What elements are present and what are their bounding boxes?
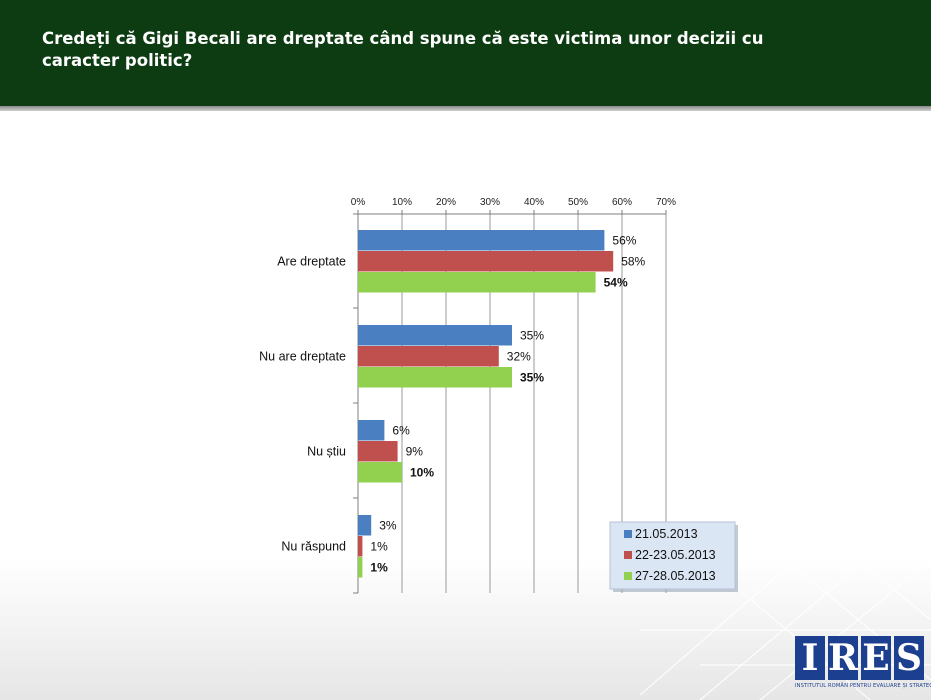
header-bar: Credeți că Gigi Becali are dreptate când…	[0, 0, 931, 106]
data-label: 10%	[410, 465, 434, 479]
logo-letter: S	[894, 636, 924, 680]
legend-swatch	[624, 530, 632, 538]
logo-subtitle: INSTITUTUL ROMÂN PENTRU EVALUARE ȘI STRA…	[795, 683, 931, 689]
legend: 21.05.2013 22-23.05.2013 27-28.05.2013	[609, 521, 738, 592]
page-title: Credeți că Gigi Becali are dreptate când…	[42, 29, 764, 70]
data-label: 1%	[370, 560, 388, 574]
bar	[358, 557, 363, 578]
legend-label: 21.05.2013	[635, 527, 698, 541]
bar	[358, 346, 499, 367]
legend-label: 22-23.05.2013	[635, 548, 716, 562]
bar	[358, 272, 596, 293]
x-tick-label: 10%	[392, 197, 412, 208]
bar	[358, 367, 512, 388]
x-tick-label: 20%	[436, 197, 456, 208]
data-label: 54%	[604, 275, 628, 289]
x-tick-label: 60%	[612, 197, 632, 208]
data-labels: 56% 58% 54% 35% 32% 35% 6% 9% 10% 3% 1% 1%	[370, 233, 645, 574]
bar	[358, 420, 385, 441]
bars	[358, 230, 614, 578]
bar	[358, 251, 614, 272]
data-label: 3%	[379, 518, 397, 532]
bar	[358, 515, 372, 536]
category-label: Nu răspund	[281, 539, 346, 553]
x-tick-label: 40%	[524, 197, 544, 208]
data-label: 35%	[520, 328, 544, 342]
category-label: Are dreptate	[277, 254, 346, 268]
legend-swatch	[624, 551, 632, 559]
data-label: 32%	[507, 349, 531, 363]
bar	[358, 441, 398, 462]
x-tick-label: 50%	[568, 197, 588, 208]
category-label: Nu are dreptate	[259, 349, 346, 363]
x-tick-label: 30%	[480, 197, 500, 208]
x-tick-labels: 0% 10% 20% 30% 40% 50% 60% 70%	[351, 197, 676, 208]
category-labels: Are dreptate Nu are dreptate Nu știu Nu răs…	[259, 254, 346, 553]
logo-letter: E	[861, 636, 891, 680]
legend-label: 27-28.05.2013	[635, 569, 716, 583]
header-divider	[0, 106, 931, 111]
bar	[358, 230, 605, 251]
data-label: 56%	[612, 233, 636, 247]
data-label: 9%	[406, 444, 424, 458]
bar	[358, 325, 512, 346]
data-label: 6%	[392, 423, 410, 437]
logo-letter: R	[828, 636, 858, 680]
bar	[358, 462, 402, 483]
data-label: 35%	[520, 370, 544, 384]
data-label: 1%	[370, 539, 388, 553]
ires-logo: I R E S INSTITUTUL ROMÂN PENTRU EVALUARE…	[795, 636, 931, 700]
category-label: Nu știu	[307, 444, 346, 458]
data-label: 58%	[621, 254, 645, 268]
bar	[358, 536, 363, 557]
x-tick-label: 0%	[351, 197, 366, 208]
x-tick-label: 70%	[656, 197, 676, 208]
logo-letter: I	[795, 636, 825, 680]
legend-swatch	[624, 572, 632, 580]
